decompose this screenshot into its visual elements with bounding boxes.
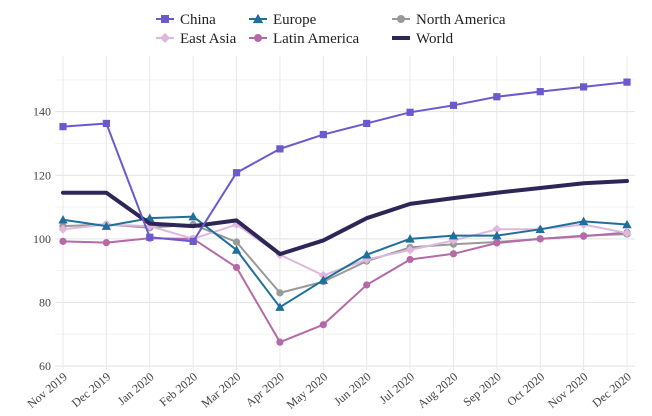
data-point-china — [580, 83, 588, 91]
data-point-latin-america — [59, 237, 67, 245]
x-tick-label: Sep 2020 — [460, 370, 503, 410]
data-point-latin-america — [449, 250, 458, 258]
legend-label: North America — [416, 12, 506, 28]
y-tick-label: 100 — [33, 232, 51, 246]
y-axis-ticks: 60 80 100 120 140 — [33, 105, 51, 373]
series-latin-america — [59, 228, 631, 346]
legend-label: World — [416, 31, 454, 47]
y-tick-label: 120 — [33, 168, 51, 182]
legend-marker — [397, 15, 405, 23]
x-tick-label: Mar 2020 — [198, 370, 243, 411]
series-line-china — [62, 81, 628, 243]
x-tick-label: Jun 2020 — [331, 370, 373, 409]
series-line-latin-america — [62, 231, 628, 344]
x-tick-label: Jul 2020 — [377, 370, 417, 407]
data-point-europe — [405, 234, 415, 243]
y-tick-label: 140 — [33, 105, 51, 119]
data-point-china — [146, 233, 154, 241]
legend-label: East Asia — [180, 31, 237, 47]
legend-item-east-asia: East Asia — [156, 31, 237, 47]
legend-marker — [161, 15, 169, 23]
data-point-europe — [231, 245, 242, 254]
data-point-europe — [318, 275, 328, 284]
data-point-europe — [58, 215, 68, 224]
data-point-europe — [622, 219, 632, 229]
data-point-latin-america — [319, 321, 327, 329]
x-tick-label: Nov 2019 — [24, 370, 70, 411]
data-point-china — [232, 169, 241, 177]
legend-marker — [254, 34, 262, 42]
data-point-europe — [535, 224, 545, 234]
series-layer — [58, 78, 632, 346]
data-point-china — [363, 119, 371, 128]
data-point-latin-america — [363, 281, 371, 289]
x-tick-label: Jan 2020 — [115, 370, 157, 408]
legend: China East Asia Europe Latin America North A… — [156, 12, 506, 47]
data-point-europe — [448, 230, 459, 240]
legend-item-world: World — [392, 31, 454, 47]
legend-item-north-america: North America — [392, 12, 506, 28]
y-tick-label: 60 — [39, 359, 51, 373]
x-tick-label: Aug 2020 — [415, 370, 461, 411]
data-point-europe — [188, 211, 198, 221]
data-point-latin-america — [276, 338, 284, 346]
data-point-east-asia — [318, 270, 328, 280]
legend-marker — [160, 33, 170, 43]
data-point-east-asia — [58, 224, 68, 234]
data-point-latin-america — [102, 239, 110, 247]
data-point-europe — [578, 216, 589, 226]
data-point-north-america — [276, 289, 284, 297]
legend-label: Latin America — [273, 31, 360, 47]
data-point-europe — [492, 230, 502, 240]
x-tick-label: Apr 2020 — [243, 370, 287, 410]
series-north-america — [59, 220, 631, 297]
data-point-latin-america — [493, 239, 501, 247]
y-tick-label: 80 — [39, 295, 51, 309]
data-point-east-asia — [405, 245, 415, 255]
x-tick-label: Oct 2020 — [504, 370, 547, 409]
data-point-china — [276, 145, 284, 153]
x-tick-label: Dec 2019 — [69, 370, 113, 411]
x-tick-label: May 2020 — [284, 370, 331, 411]
series-line-europe — [62, 215, 628, 309]
data-point-latin-america — [232, 263, 241, 272]
data-point-europe — [101, 221, 112, 230]
grid — [55, 56, 635, 370]
data-point-latin-america — [580, 232, 588, 240]
data-point-east-asia — [492, 224, 502, 234]
data-point-china — [493, 93, 501, 101]
data-point-east-asia — [362, 255, 372, 265]
data-point-north-america — [232, 238, 241, 246]
data-point-europe — [362, 250, 372, 259]
data-point-china — [189, 237, 197, 245]
series-world — [61, 178, 629, 257]
x-tick-label: Feb 2020 — [157, 370, 200, 410]
data-point-china — [449, 101, 458, 109]
legend-label: China — [180, 12, 216, 28]
data-point-china — [406, 108, 414, 116]
series-china — [59, 78, 631, 245]
data-point-china — [536, 88, 544, 96]
legend-item-europe: Europe — [249, 12, 317, 28]
series-line-world — [61, 178, 629, 257]
legend-marker — [252, 13, 264, 24]
data-point-latin-america — [536, 235, 544, 243]
data-point-china — [59, 123, 67, 131]
data-point-china — [319, 130, 327, 139]
data-point-latin-america — [406, 255, 414, 264]
legend-item-china: China — [156, 12, 216, 28]
data-point-china — [102, 119, 110, 128]
data-point-east-asia — [622, 228, 632, 238]
x-tick-label: Dec 2020 — [589, 370, 633, 411]
data-point-china — [623, 78, 631, 86]
x-tick-label: Nov 2020 — [545, 370, 591, 411]
data-point-europe — [275, 302, 285, 311]
legend-item-latin-america: Latin America — [249, 31, 360, 47]
legend-label: Europe — [273, 12, 317, 28]
